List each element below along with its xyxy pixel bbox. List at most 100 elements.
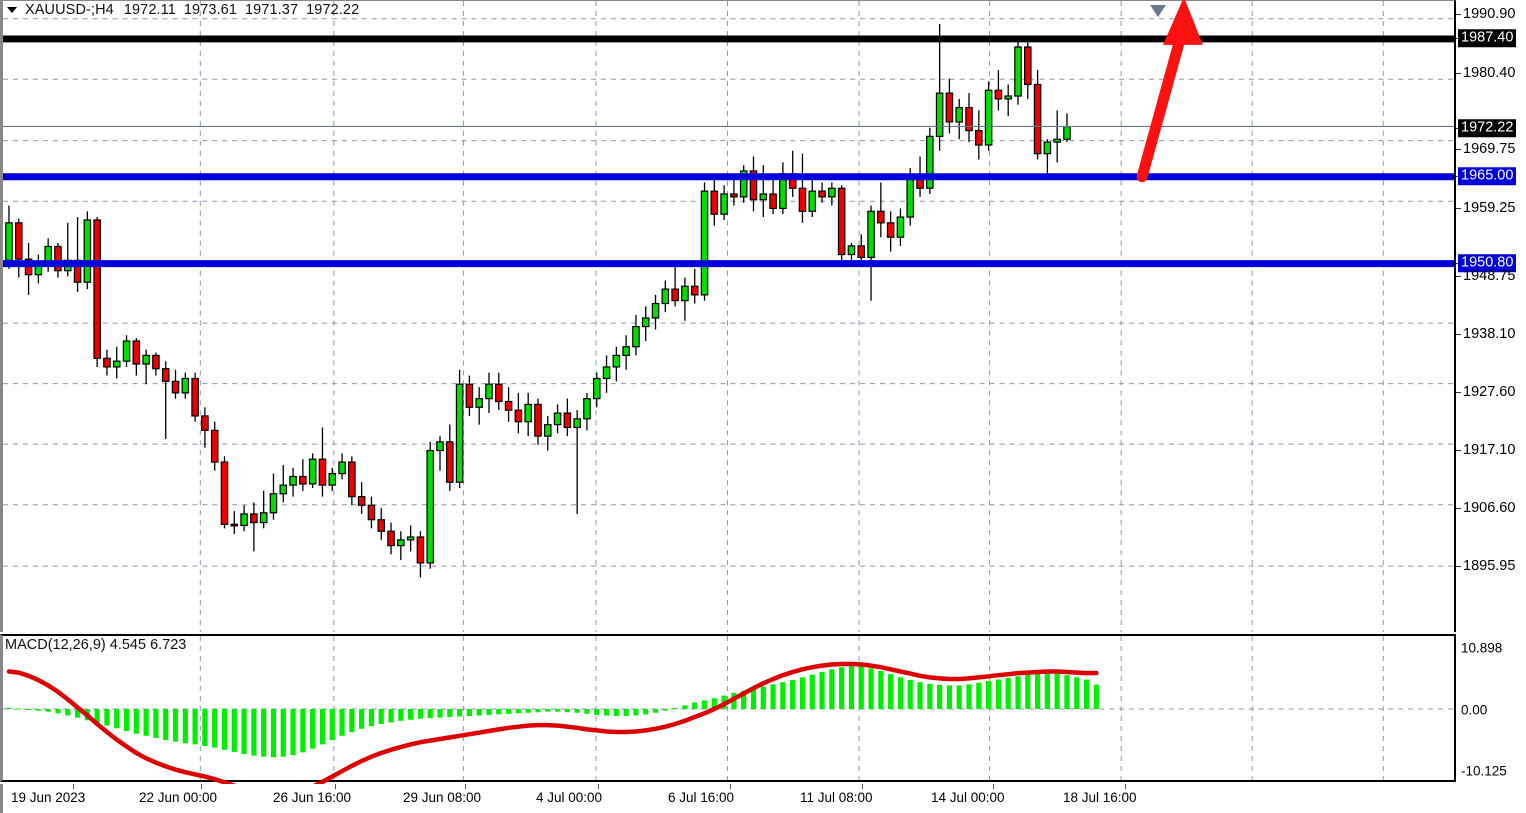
price-tick-label: 1895.95 [1463, 557, 1516, 574]
macd-histogram-bar [1044, 673, 1050, 709]
macd-indicator-pane[interactable] [0, 634, 1456, 798]
candle-body [749, 170, 758, 201]
candle-body [671, 288, 679, 302]
candle-body [357, 496, 366, 506]
price-badge-1987.40[interactable]: 1987.40 [1458, 29, 1517, 47]
macd-histogram-bar [741, 690, 747, 709]
macd-histogram-bar [123, 709, 130, 731]
candle-body [514, 409, 523, 423]
candlestick-series [5, 23, 1071, 578]
low-value: 1971.37 [245, 2, 299, 18]
candle-body [416, 536, 425, 564]
candle-body [112, 360, 121, 368]
candle-body [994, 89, 1003, 100]
macd-signal-line [6, 661, 1099, 798]
macd-histogram-bar [809, 674, 815, 709]
chart-header: XAUUSD-;H4 1972.11 1973.61 1971.37 1972.… [6, 2, 367, 18]
candle-body [808, 190, 817, 212]
macd-label: MACD(12,26,9) 4.545 6.723 [5, 637, 187, 653]
price-axis-tick [1456, 508, 1461, 509]
macd-histogram-bar [907, 680, 913, 709]
candle-body [387, 530, 395, 547]
candle-body [436, 441, 444, 452]
macd-histogram-bar [976, 682, 982, 709]
time-tick-label: 26 Jun 16:00 [273, 790, 352, 805]
macd-histogram-bar [114, 709, 120, 729]
price-axis[interactable]: 1990.90 1987.40 1980.40 1972.22 1969.75 1965.… [1456, 0, 1526, 782]
price-tick-label: 1990.90 [1463, 5, 1516, 22]
time-axis-tick [598, 784, 599, 789]
candle-body [847, 245, 856, 256]
candle-body [465, 383, 474, 408]
macd-histogram-bar [133, 709, 139, 734]
candle-body [14, 222, 23, 260]
time-axis[interactable]: 19 Jun 2023 22 Jun 00:00 26 Jun 16:00 29 Ju… [0, 784, 1456, 813]
macd-histogram-bar [1064, 675, 1070, 709]
price-chart-canvas [3, 0, 1454, 632]
time-tick-label: 22 Jun 00:00 [139, 790, 218, 805]
macd-histogram-bar [339, 709, 345, 736]
macd-histogram-bar [6, 707, 12, 709]
price-badge-1950.80[interactable]: 1950.80 [1458, 254, 1517, 272]
macd-histogram-bar [16, 708, 22, 710]
macd-histogram [6, 666, 1099, 758]
open-value: 1972.11 [123, 2, 176, 18]
candle-body [877, 210, 885, 224]
macd-histogram-bar [564, 709, 570, 713]
candle-body [641, 317, 650, 328]
macd-histogram-bar [692, 702, 698, 709]
macd-histogram-bar [535, 709, 541, 713]
macd-histogram-bar [643, 709, 649, 715]
candle-body [563, 412, 572, 429]
price-badge-1965.00[interactable]: 1965.00 [1458, 167, 1517, 185]
macd-histogram-bar [231, 709, 237, 752]
candle-body [857, 245, 866, 259]
candle-body [720, 193, 728, 215]
price-chart-pane[interactable] [0, 0, 1456, 632]
macd-histogram-bar [427, 709, 433, 719]
macd-histogram-bar [388, 709, 394, 723]
macd-histogram-bar [476, 709, 482, 716]
price-tick-label: 1927.60 [1463, 383, 1516, 400]
macd-histogram-bar [310, 709, 316, 749]
macd-histogram-bar [65, 709, 71, 716]
macd-canvas [3, 636, 1454, 798]
candle-body [1024, 46, 1032, 86]
down-triangle-marker [1150, 4, 1166, 17]
macd-histogram-bar [652, 709, 659, 713]
candle-body [191, 377, 199, 417]
candle-body [485, 383, 493, 400]
macd-histogram-bar [966, 684, 972, 709]
macd-histogram-bar [613, 709, 619, 716]
candle-body [975, 129, 983, 146]
candle-body [828, 187, 836, 198]
candle-body [495, 383, 503, 403]
macd-tick-label: 0.00 [1461, 702, 1488, 718]
candle-body [406, 536, 415, 541]
macd-histogram-bar [437, 709, 443, 718]
candle-body [553, 412, 562, 426]
macd-histogram-bar [946, 685, 953, 709]
macd-histogram-bar [172, 709, 179, 742]
macd-histogram-bar [623, 709, 629, 716]
macd-histogram-bar [917, 682, 923, 709]
price-axis-tick [1456, 14, 1461, 15]
price-tick-label: 1980.40 [1463, 64, 1516, 81]
macd-histogram-bar [986, 681, 992, 709]
candle-body [455, 383, 464, 483]
price-tick-label: 1938.10 [1463, 325, 1516, 342]
candle-body [926, 135, 934, 189]
candle-body [661, 288, 670, 305]
triangle-down-icon[interactable] [6, 4, 18, 16]
price-badge-1972.22[interactable]: 1972.22 [1458, 119, 1517, 137]
macd-histogram-bar [927, 683, 933, 709]
macd-histogram-bar [584, 709, 590, 714]
time-axis-tick [335, 784, 336, 789]
candle-body [700, 190, 709, 296]
candle-body [1063, 125, 1071, 140]
candle-body [906, 176, 915, 218]
candle-body [534, 403, 542, 437]
candle-body [955, 106, 964, 123]
macd-histogram-bar [143, 709, 149, 736]
